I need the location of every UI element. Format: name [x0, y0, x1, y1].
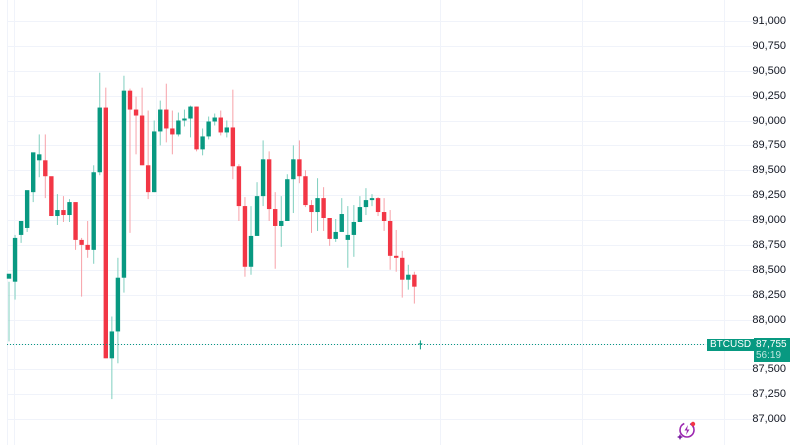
price-axis-label: 90,250: [752, 89, 786, 102]
price-axis-label: 89,500: [752, 164, 786, 177]
price-axis-label: 89,250: [752, 189, 786, 202]
price-axis-label: 87,250: [752, 388, 786, 401]
price-axis-label: 89,000: [752, 214, 786, 226]
price-axis-label: 90,750: [752, 39, 786, 52]
price-axis-label: 88,500: [752, 263, 786, 276]
price-axis-label: 91,000: [752, 15, 786, 27]
last-price-value: 87,755: [756, 339, 787, 350]
price-axis-label: 88,250: [752, 288, 786, 301]
price-axis-label: 88,000: [752, 313, 786, 326]
symbol-tag: BTCUSD: [707, 339, 755, 351]
price-axis-label: 88,750: [752, 238, 786, 251]
bar-countdown: 56:19: [756, 350, 782, 361]
price-axis-label: 90,000: [752, 114, 786, 127]
price-axis-label: 87,000: [752, 413, 786, 425]
price-axis-label: 87,500: [752, 363, 786, 376]
price-axis-label: 90,500: [752, 64, 786, 77]
last-price-tag: 87,755 56:19: [754, 338, 790, 362]
price-axis-label: 89,750: [752, 139, 786, 152]
flash-sparkle-icon[interactable]: [677, 420, 697, 440]
